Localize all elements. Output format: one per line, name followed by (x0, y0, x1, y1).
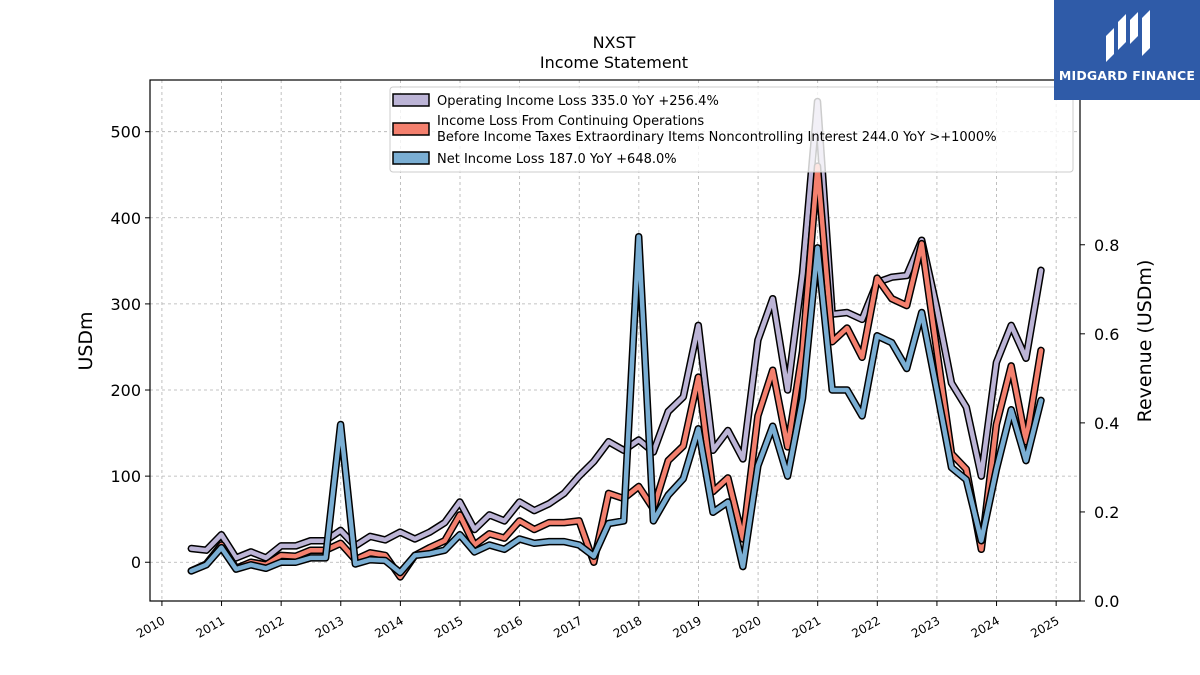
series-1-line (189, 99, 1044, 561)
x-tick-label: 2016 (492, 613, 525, 640)
series-2 (187, 162, 1045, 581)
legend: Operating Income Loss 335.0 YoY +256.4% … (389, 86, 1074, 173)
series-3 (187, 232, 1045, 577)
legend-frame (389, 86, 1074, 173)
y-tick-label: 100 (110, 467, 141, 486)
brand-name: MIDGARD FINANCE (1058, 68, 1196, 83)
legend-swatch-pretax (392, 122, 430, 136)
y-axis-right-label: Revenue (USDm) (1134, 260, 1156, 423)
x-tick-label: 2025 (1028, 613, 1061, 640)
legend-label-operating: Operating Income Loss 335.0 YoY +256.4% (437, 94, 719, 109)
x-tick-label: 2010 (134, 613, 167, 640)
series-layer (187, 97, 1045, 581)
legend-label-pretax-line2: Before Income Taxes Extraordinary Items … (437, 130, 997, 145)
y-right-tick-label: 0.2 (1094, 503, 1119, 522)
y-right-tick-label: 0.6 (1094, 325, 1119, 344)
y-tick-label: 0 (131, 553, 141, 572)
series-2-line (189, 163, 1044, 580)
series-3-line (189, 234, 1044, 575)
y-right-tick-label: 0.0 (1094, 592, 1119, 611)
legend-label-pretax-line1: Income Loss From Continuing Operations (437, 114, 704, 129)
y-right-tick-label: 0.4 (1094, 414, 1119, 433)
logo-mark-icon (1106, 10, 1150, 62)
y-tick-label: 300 (110, 295, 141, 314)
chart-subtitle: Income Statement (540, 53, 688, 72)
x-tick-label: 2024 (969, 613, 1002, 640)
brand-logo: MIDGARD FINANCE (1054, 0, 1200, 100)
legend-swatch-net (392, 151, 430, 165)
x-tick-label: 2015 (432, 613, 465, 640)
legend-swatch-operating (392, 93, 430, 107)
chart-title: NXST (593, 33, 636, 52)
x-tick-label: 2023 (909, 613, 942, 640)
x-tick-label: 2020 (730, 613, 763, 640)
x-tick-label: 2014 (372, 613, 405, 640)
y-tick-label: 400 (110, 209, 141, 228)
y-axis-label: USDm (75, 311, 97, 370)
y-tick-label: 200 (110, 381, 141, 400)
x-tick-label: 2021 (790, 613, 823, 640)
y-right-tick-label: 0.8 (1094, 236, 1119, 255)
plot-frame (149, 79, 1081, 602)
series-2-outline (187, 162, 1045, 581)
x-tick-label: 2011 (194, 613, 227, 640)
series-1 (187, 97, 1045, 562)
x-tick-label: 2022 (849, 613, 882, 640)
legend-label-net: Net Income Loss 187.0 YoY +648.0% (437, 152, 677, 167)
y-tick-label: 500 (110, 123, 141, 142)
x-tick-label: 2018 (611, 613, 644, 640)
x-tick-label: 2019 (671, 613, 704, 640)
x-tick-label: 2013 (313, 613, 346, 640)
x-tick-label: 2017 (551, 613, 584, 640)
x-tick-label: 2012 (253, 613, 286, 640)
